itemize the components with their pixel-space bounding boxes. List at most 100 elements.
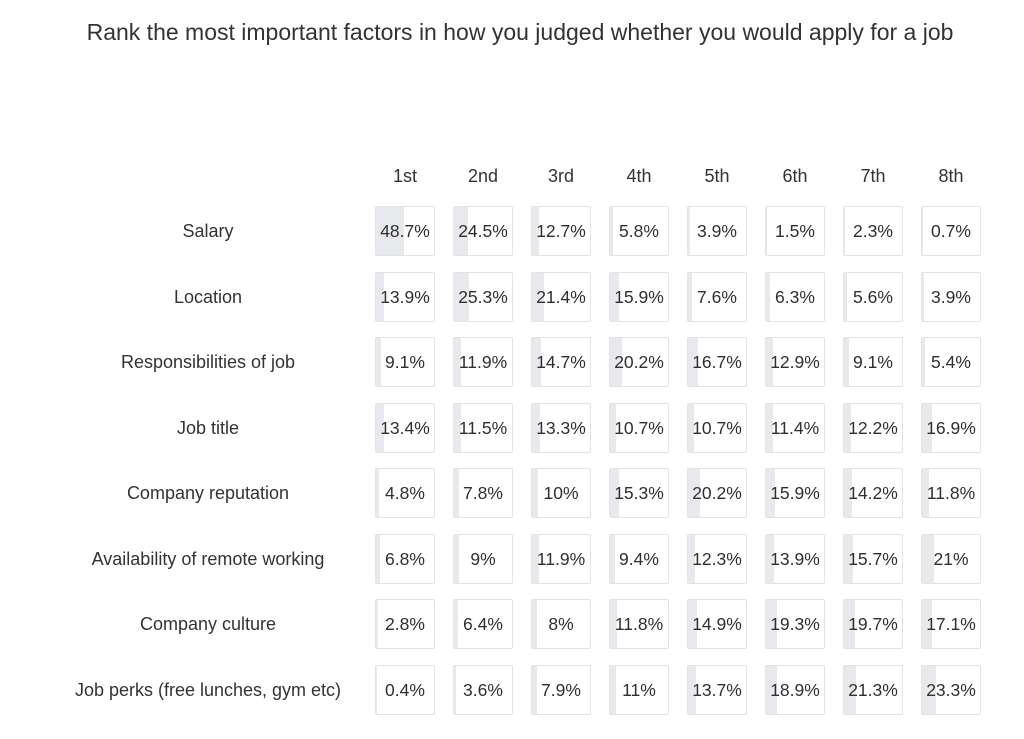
- value-bar: [532, 534, 539, 583]
- table-cell: 14.7%: [531, 337, 591, 387]
- cell-value: 15.3%: [614, 483, 664, 503]
- table-cell: 11.8%: [609, 599, 669, 649]
- table-cell: 17.1%: [921, 599, 981, 649]
- value-bar: [454, 207, 469, 255]
- cell-value: 11%: [622, 679, 656, 700]
- cell-value: 19.7%: [848, 614, 898, 634]
- value-bar: [454, 403, 461, 452]
- table-cell: 19.7%: [843, 599, 903, 649]
- cell-value: 13.9%: [380, 286, 430, 307]
- value-bar: [766, 469, 776, 517]
- value-bar: [688, 207, 691, 255]
- cell-value: 11.8%: [926, 483, 976, 503]
- cell-value: 8%: [548, 614, 574, 634]
- table-cell: 3.9%: [921, 271, 981, 322]
- table-cell: 13.9%: [765, 533, 825, 584]
- column-header: 6th: [782, 166, 808, 186]
- cell-value: 1.5%: [775, 221, 815, 241]
- table-cell: 7.6%: [687, 271, 747, 322]
- table-cell: 6.8%: [375, 533, 435, 584]
- value-bar: [688, 272, 693, 321]
- cell-value: 4.8%: [385, 483, 425, 503]
- cell-value: 2.8%: [385, 614, 425, 634]
- table-cell: 2.3%: [843, 206, 903, 256]
- cell-value: 11.9%: [536, 548, 586, 569]
- value-bar: [376, 272, 385, 321]
- column-header: 8th: [938, 166, 964, 186]
- value-bar: [376, 469, 379, 517]
- cell-value: 3.9%: [931, 286, 971, 307]
- value-bar: [766, 534, 775, 583]
- cell-value: 25.3%: [458, 286, 508, 307]
- table-cell: 13.4%: [375, 402, 435, 453]
- table-cell: 5.8%: [609, 206, 669, 256]
- cell-value: 3.9%: [697, 221, 737, 241]
- value-bar: [610, 534, 616, 583]
- table-cell: 23.3%: [921, 664, 981, 715]
- value-bar: [688, 600, 697, 648]
- table-cell: 11.4%: [765, 402, 825, 453]
- value-bar: [922, 272, 925, 321]
- cell-value: 17.1%: [926, 614, 976, 634]
- column-header: 1st: [392, 166, 417, 186]
- table-cell: 12.9%: [765, 337, 825, 387]
- value-bar: [766, 600, 778, 648]
- table-cell: 48.7%: [375, 206, 435, 256]
- cell-value: 13.7%: [692, 679, 742, 700]
- column-header: 5th: [704, 166, 730, 186]
- table-cell: 6.3%: [765, 271, 825, 322]
- value-bar: [766, 207, 767, 255]
- cell-value: 5.8%: [619, 221, 659, 241]
- table-cell: 15.7%: [843, 533, 903, 584]
- table-cell: 9%: [453, 533, 513, 584]
- cell-value: 12.2%: [848, 417, 898, 438]
- table-cell: 2.8%: [375, 599, 435, 649]
- value-bar: [610, 469, 619, 517]
- table-cell: 9.1%: [843, 337, 903, 387]
- table-cell: 13.9%: [375, 271, 435, 322]
- row-label: Company culture: [139, 614, 277, 634]
- value-bar: [610, 600, 617, 648]
- column-header: 3rd: [547, 166, 574, 186]
- value-bar: [844, 665, 857, 714]
- value-bar: [688, 534, 696, 583]
- value-bar: [922, 403, 932, 452]
- cell-value: 10.7%: [692, 417, 742, 438]
- cell-value: 9.1%: [385, 352, 425, 372]
- cell-value: 9.1%: [853, 352, 893, 372]
- table-cell: 13.3%: [531, 402, 591, 453]
- table-cell: 11%: [609, 664, 669, 715]
- row-label: Company reputation: [126, 483, 290, 503]
- table-cell: 20.2%: [609, 337, 669, 387]
- value-bar: [532, 207, 540, 255]
- row-label: Job title: [176, 417, 240, 438]
- value-bar: [844, 600, 856, 648]
- cell-value: 13.4%: [380, 417, 430, 438]
- value-bar: [610, 665, 617, 714]
- row-label: Availability of remote working: [91, 548, 325, 569]
- column-header: 2nd: [467, 166, 499, 186]
- cell-value: 0.7%: [931, 221, 971, 241]
- row-label: Salary: [182, 221, 234, 241]
- value-bar: [376, 534, 380, 583]
- cell-value: 10%: [543, 483, 579, 503]
- cell-value: 14.9%: [692, 614, 742, 634]
- value-bar: [844, 469, 853, 517]
- cell-value: 16.9%: [926, 417, 976, 438]
- value-bar: [844, 338, 850, 386]
- table-cell: 24.5%: [453, 206, 513, 256]
- value-bar: [532, 469, 538, 517]
- cell-value: 12.7%: [536, 221, 586, 241]
- row-label: Responsibilities of job: [120, 352, 296, 372]
- value-bar: [532, 665, 537, 714]
- value-bar: [454, 665, 457, 714]
- value-bar: [766, 338, 774, 386]
- value-bar: [610, 207, 614, 255]
- cell-value: 21.3%: [848, 679, 898, 700]
- cell-value: 2.3%: [853, 221, 893, 241]
- table-cell: 20.2%: [687, 468, 747, 518]
- table-cell: 3.6%: [453, 664, 513, 715]
- table-cell: 21.3%: [843, 664, 903, 715]
- column-header: 7th: [860, 166, 886, 186]
- value-bar: [844, 534, 854, 583]
